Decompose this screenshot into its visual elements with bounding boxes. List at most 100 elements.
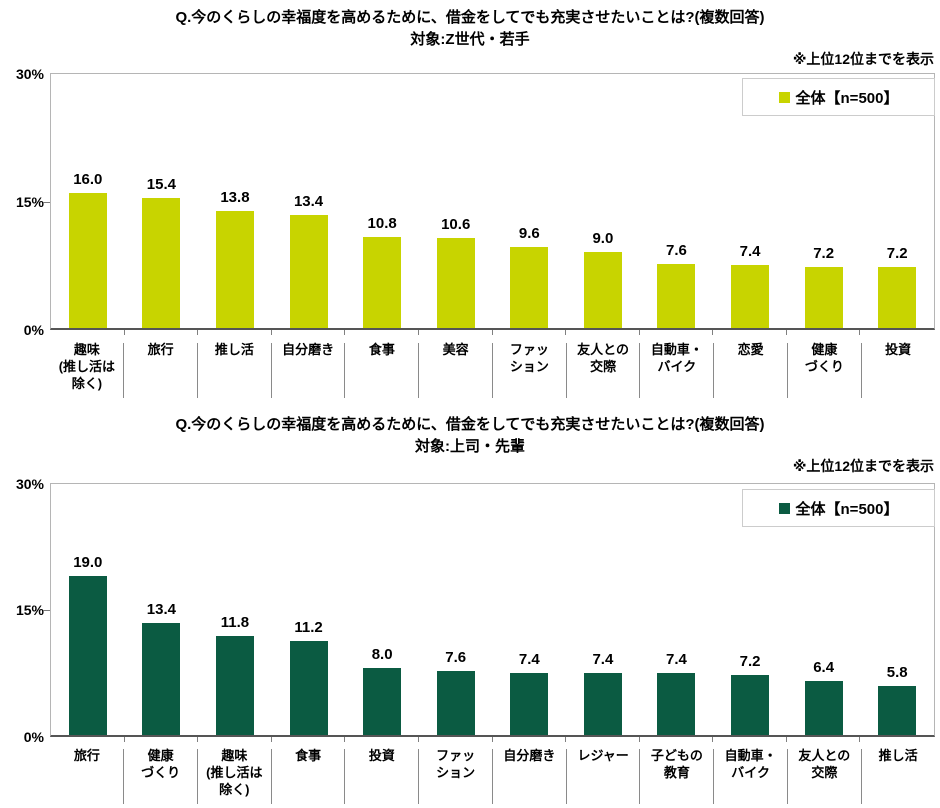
chart2-ytick-mark	[43, 610, 50, 611]
bar-slot: 13.4	[272, 74, 346, 328]
chart2-category-axis: 旅行 健康 づくり 趣味 (推し活は 除く) 食事 投資 ファッ ション 自分磨き レジャー 子…	[50, 747, 935, 808]
category-axis-tick	[417, 330, 419, 335]
bar-slot: 7.6	[640, 74, 714, 328]
chart2-ytick-30: 30%	[15, 476, 44, 492]
bar-自動車・バイク	[731, 674, 770, 735]
category-separator	[860, 749, 862, 804]
bar-旅行	[68, 576, 107, 735]
chart2-legend-swatch-icon	[778, 502, 790, 514]
bar-趣味(推し活は除く)	[68, 192, 107, 328]
chart1-legend-label: 全体【n=500】	[795, 89, 899, 107]
bar-value-label: 7.4	[666, 651, 687, 669]
bar-ファッション	[436, 671, 475, 735]
chart1-title: Q.今のくらしの幸福度を高めるために、借金をしてでも充実させたいことは?(複数回…	[175, 9, 765, 26]
bar-value-label: 19.0	[73, 554, 103, 572]
bar-value-label: 16.0	[73, 170, 103, 188]
category-separator	[565, 343, 567, 398]
bar-slot: 13.4	[125, 484, 199, 735]
bar-slot: 7.2	[787, 74, 861, 328]
bar-slot: 7.4	[566, 484, 640, 735]
bar-value-label: 10.8	[367, 214, 397, 232]
category-separator	[492, 749, 493, 804]
category-separator	[492, 343, 493, 398]
category-axis-tick	[859, 330, 861, 335]
bar-value-label: 7.4	[739, 243, 761, 261]
category-separator	[787, 343, 788, 398]
category-label-自分磨き: 自分磨き	[503, 748, 556, 763]
category-separator	[787, 749, 788, 804]
bar-slot: 7.4	[713, 74, 787, 328]
bar-美容	[436, 238, 475, 328]
bar-value-label: 7.4	[592, 651, 614, 669]
chart2-ytick-0: 0%	[23, 729, 44, 745]
category-separator	[270, 749, 272, 804]
category-label-恋愛: 恋愛	[737, 342, 764, 357]
chart1-ytick-mark	[43, 202, 50, 203]
chart2-ytick-15: 15%	[15, 602, 44, 618]
category-axis-tick	[712, 737, 714, 742]
bar-slot: 7.4	[493, 484, 567, 735]
category-axis-tick	[785, 737, 787, 742]
category-label-自動車・バイク: 自動車・ バイク	[650, 342, 703, 374]
bar-slot: 19.0	[51, 484, 125, 735]
category-separator	[123, 343, 125, 398]
category-separator	[344, 749, 346, 804]
bar-友人との交際	[583, 251, 622, 328]
bar-value-label: 11.2	[294, 619, 323, 637]
category-separator	[270, 343, 272, 398]
category-separator	[196, 749, 198, 804]
chart2-legend: 全体【n=500】	[742, 489, 935, 527]
category-separator	[565, 749, 567, 804]
category-axis-tick	[638, 737, 640, 742]
category-separator	[639, 749, 641, 804]
bar-slot: 8.0	[345, 484, 419, 735]
bar-slot: 16.0	[51, 74, 125, 328]
category-label-友人との交際: 友人との 交際	[577, 342, 630, 374]
bar-value-label: 9.0	[592, 229, 614, 247]
bar-slot: 10.6	[419, 74, 493, 328]
chart2-note: ※上位12位までを表示	[792, 458, 934, 474]
bar-slot: 11.2	[272, 484, 346, 735]
bar-value-label: 7.2	[886, 245, 908, 263]
bar-投資	[363, 668, 402, 735]
bar-slot: 9.0	[566, 74, 640, 328]
bar-slot: 7.4	[640, 484, 714, 735]
category-label-自分磨き: 自分磨き	[282, 342, 335, 357]
chart1-category-axis: 趣味 (推し活は 除く) 旅行 推し活 自分磨き 食事 美容 ファッ ション 友人との 交際自…	[50, 341, 935, 403]
bar-value-label: 9.6	[518, 224, 540, 242]
bar-自分磨き	[510, 673, 549, 735]
category-label-食事: 食事	[295, 748, 322, 763]
category-label-趣味(推し活は除く): 趣味 (推し活は 除く)	[206, 748, 263, 797]
bar-推し活	[215, 211, 254, 328]
category-axis-tick	[197, 330, 199, 335]
category-separator	[860, 343, 862, 398]
bar-value-label: 7.6	[666, 241, 687, 259]
category-label-健康づくり: 健康 づくり	[804, 342, 844, 374]
category-label-投資: 投資	[885, 342, 912, 357]
category-axis-tick	[344, 737, 346, 742]
bar-value-label: 13.4	[146, 600, 176, 618]
chart2-title: Q.今のくらしの幸福度を高めるために、借金をしてでも充実させたいことは?(複数回…	[175, 416, 765, 433]
category-separator	[639, 343, 641, 398]
bar-value-label: 8.0	[371, 646, 393, 664]
chart1-ytick-15: 15%	[15, 194, 44, 210]
bar-slot: 6.4	[787, 484, 861, 735]
category-axis-tick	[270, 737, 272, 742]
bar-value-label: 10.6	[441, 216, 471, 234]
category-axis-tick	[859, 737, 861, 742]
bar-slot: 13.8	[198, 74, 272, 328]
category-axis-tick	[565, 330, 567, 335]
category-axis-tick	[491, 737, 493, 742]
bar-value-label: 7.4	[518, 651, 540, 669]
chart1-legend-swatch-icon	[778, 91, 790, 103]
bar-食事	[289, 641, 328, 735]
category-label-旅行: 旅行	[73, 748, 100, 763]
category-axis-tick	[417, 737, 419, 742]
category-axis-tick	[638, 330, 640, 335]
bar-食事	[363, 236, 402, 328]
bar-恋愛	[731, 265, 770, 328]
category-label-自動車・バイク: 自動車・ バイク	[724, 748, 777, 780]
chart1-ytick-30: 30%	[15, 66, 44, 82]
chart1-legend: 全体【n=500】	[742, 78, 935, 116]
bar-value-label: 15.4	[146, 175, 176, 193]
